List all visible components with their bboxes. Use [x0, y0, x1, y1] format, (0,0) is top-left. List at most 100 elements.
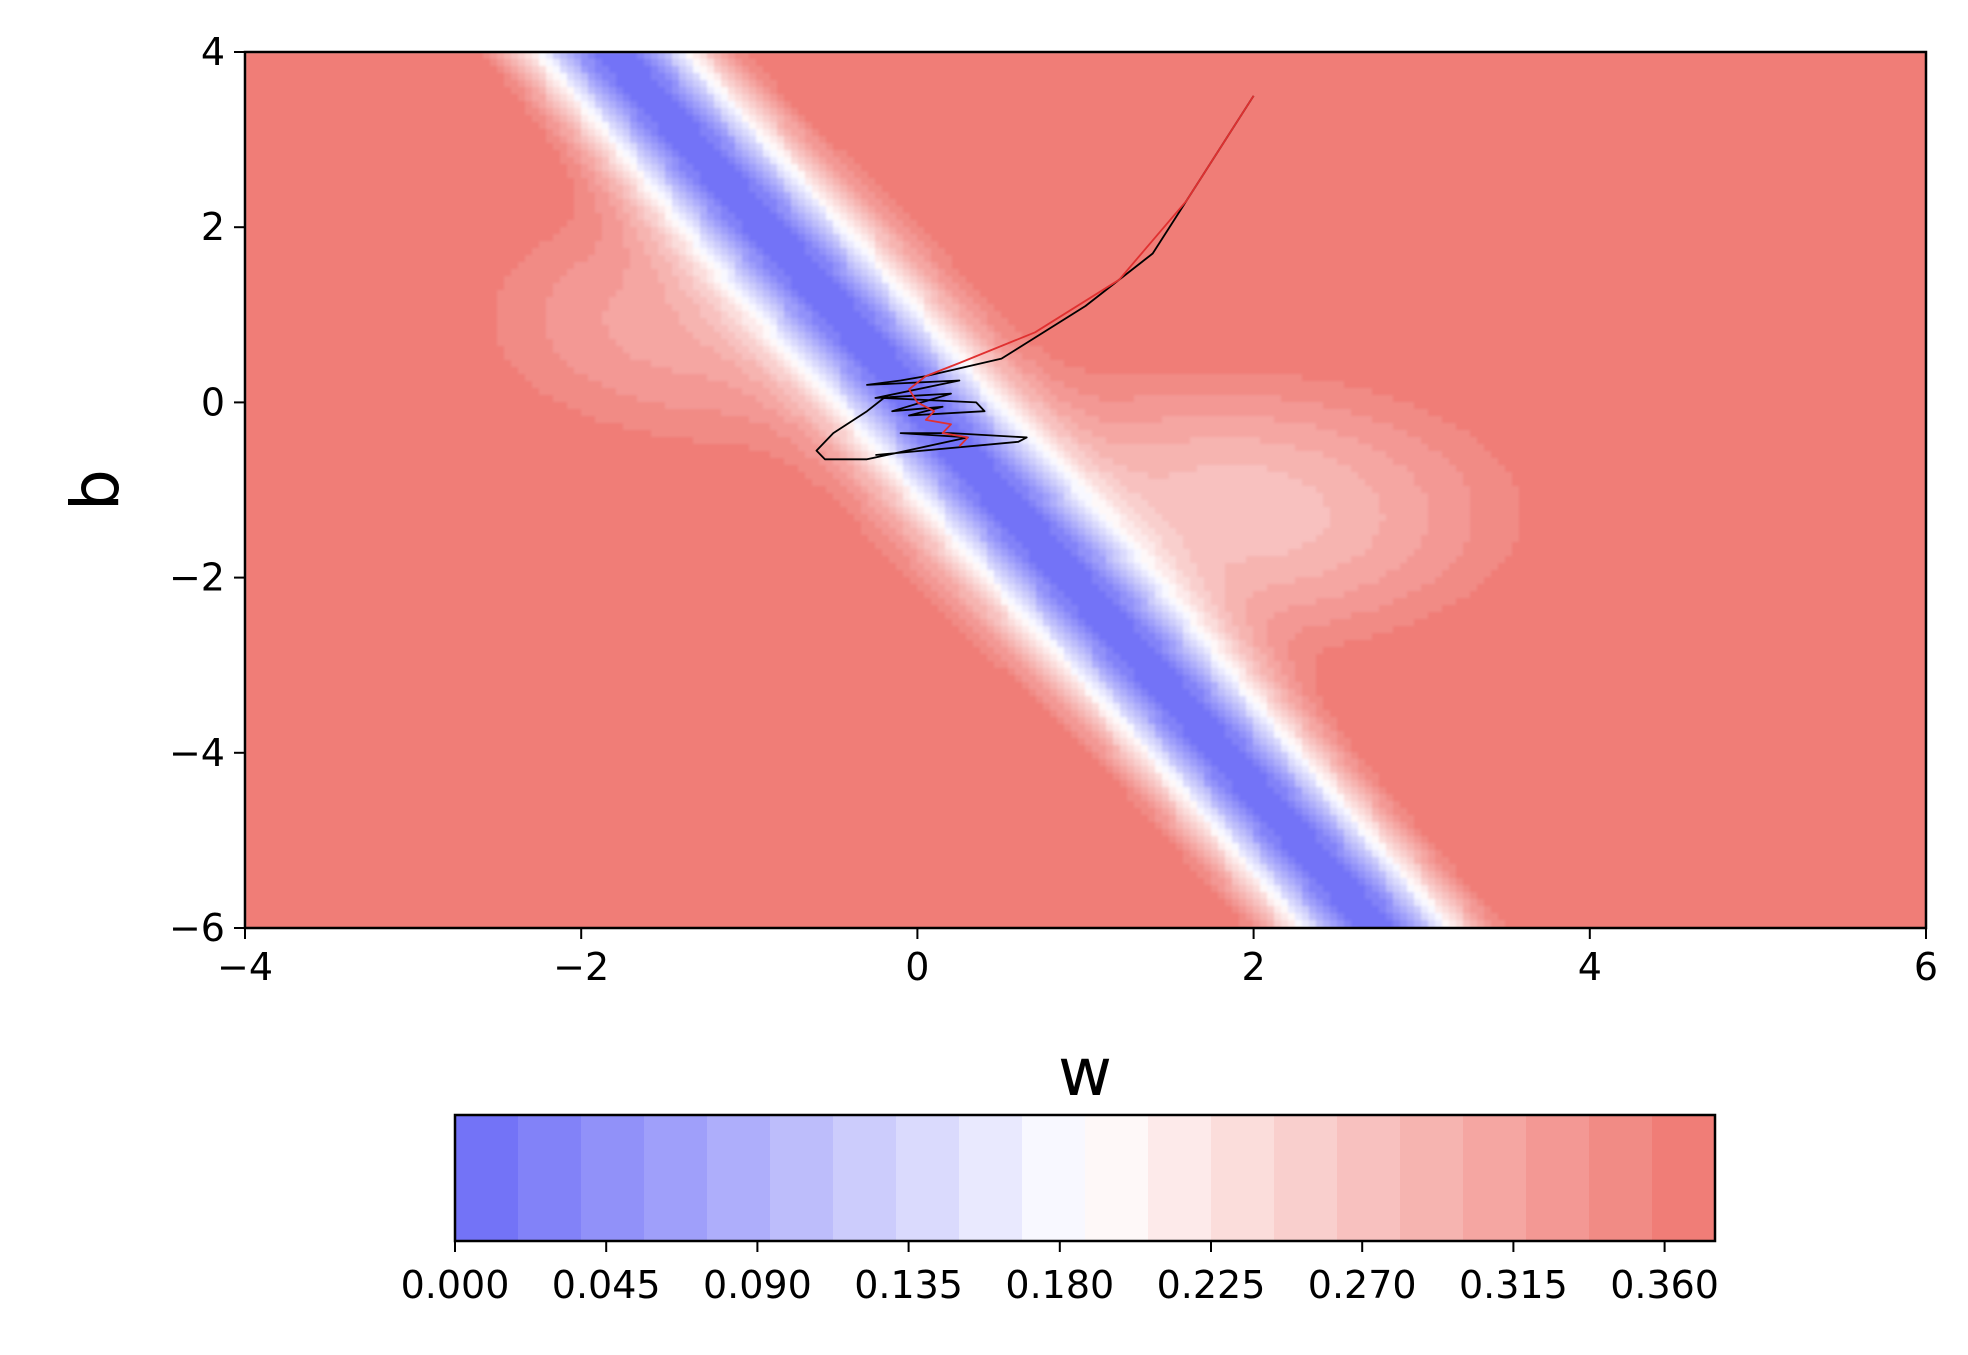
contour-cell — [259, 297, 267, 305]
contour-cell — [322, 430, 330, 438]
contour-cell — [392, 493, 400, 501]
contour-cell — [378, 696, 386, 704]
contour-cell — [329, 276, 337, 284]
contour-cell — [371, 339, 379, 347]
contour-cell — [322, 164, 330, 172]
contour-cell — [329, 395, 337, 403]
contour-cell — [385, 283, 393, 291]
contour-cell — [259, 836, 267, 844]
contour-cell — [259, 724, 267, 732]
contour-cell — [322, 703, 330, 711]
contour-cell — [252, 612, 260, 620]
contour-cell — [350, 640, 358, 648]
contour-cell — [315, 654, 323, 662]
contour-cell — [287, 535, 295, 543]
contour-cell — [280, 430, 288, 438]
contour-cell — [287, 577, 295, 585]
contour-cell — [378, 409, 386, 417]
contour-cell — [322, 906, 330, 914]
contour-cell — [252, 563, 260, 571]
contour-cell — [364, 122, 372, 130]
contour-cell — [322, 801, 330, 809]
contour-cell — [364, 430, 372, 438]
contour-cell — [350, 780, 358, 788]
contour-cell — [378, 752, 386, 760]
contour-cell — [308, 661, 316, 669]
contour-cell — [301, 444, 309, 452]
contour-cell — [364, 262, 372, 270]
contour-cell — [315, 745, 323, 753]
contour-cell — [364, 542, 372, 550]
contour-cell — [350, 143, 358, 151]
contour-cell — [273, 339, 281, 347]
contour-cell — [392, 199, 400, 207]
contour-cell — [392, 815, 400, 823]
contour-cell — [399, 241, 407, 249]
contour-cell — [273, 409, 281, 417]
contour-cell — [378, 710, 386, 718]
contour-cell — [273, 731, 281, 739]
contour-cell — [308, 850, 316, 858]
contour-cell — [322, 59, 330, 67]
contour-cell — [315, 913, 323, 921]
contour-cell — [308, 367, 316, 375]
contour-cell — [378, 318, 386, 326]
contour-cell — [357, 878, 365, 886]
contour-cell — [280, 787, 288, 795]
contour-cell — [287, 423, 295, 431]
contour-cell — [287, 703, 295, 711]
contour-cell — [308, 493, 316, 501]
contour-cell — [329, 227, 337, 235]
contour-cell — [371, 290, 379, 298]
contour-cell — [301, 143, 309, 151]
contour-cell — [364, 150, 372, 158]
contour-cell — [378, 451, 386, 459]
contour-cell — [322, 542, 330, 550]
contour-cell — [273, 304, 281, 312]
contour-cell — [287, 696, 295, 704]
contour-cell — [294, 171, 302, 179]
contour-cell — [280, 724, 288, 732]
contour-cell — [343, 325, 351, 333]
contour-cell — [259, 346, 267, 354]
contour-cell — [385, 248, 393, 256]
contour-cell — [322, 521, 330, 529]
contour-cell — [315, 248, 323, 256]
contour-cell — [266, 647, 274, 655]
contour-cell — [378, 486, 386, 494]
contour-cell — [343, 458, 351, 466]
contour-cell — [364, 507, 372, 515]
contour-cell — [357, 738, 365, 746]
contour-cell — [399, 374, 407, 382]
contour-cell — [329, 374, 337, 382]
contour-cell — [280, 920, 288, 928]
contour-cell — [357, 269, 365, 277]
contour-cell — [371, 556, 379, 564]
contour-cell — [308, 486, 316, 494]
contour-cell — [301, 773, 309, 781]
contour-cell — [350, 801, 358, 809]
contour-cell — [350, 647, 358, 655]
contour-cell — [399, 66, 407, 74]
contour-cell — [322, 241, 330, 249]
contour-cell — [399, 353, 407, 361]
contour-cell — [252, 871, 260, 879]
contour-cell — [371, 472, 379, 480]
contour-cell — [280, 122, 288, 130]
contour-cell — [301, 682, 309, 690]
contour-cell — [399, 591, 407, 599]
contour-cell — [252, 493, 260, 501]
contour-cell — [308, 773, 316, 781]
contour-cell — [294, 563, 302, 571]
contour-cell — [343, 346, 351, 354]
contour-cell — [364, 668, 372, 676]
contour-cell — [371, 409, 379, 417]
contour-cell — [322, 234, 330, 242]
contour-cell — [294, 850, 302, 858]
contour-cell — [329, 115, 337, 123]
contour-cell — [315, 234, 323, 242]
contour-cell — [343, 178, 351, 186]
contour-cell — [364, 360, 372, 368]
contour-cell — [280, 598, 288, 606]
contour-cell — [273, 437, 281, 445]
